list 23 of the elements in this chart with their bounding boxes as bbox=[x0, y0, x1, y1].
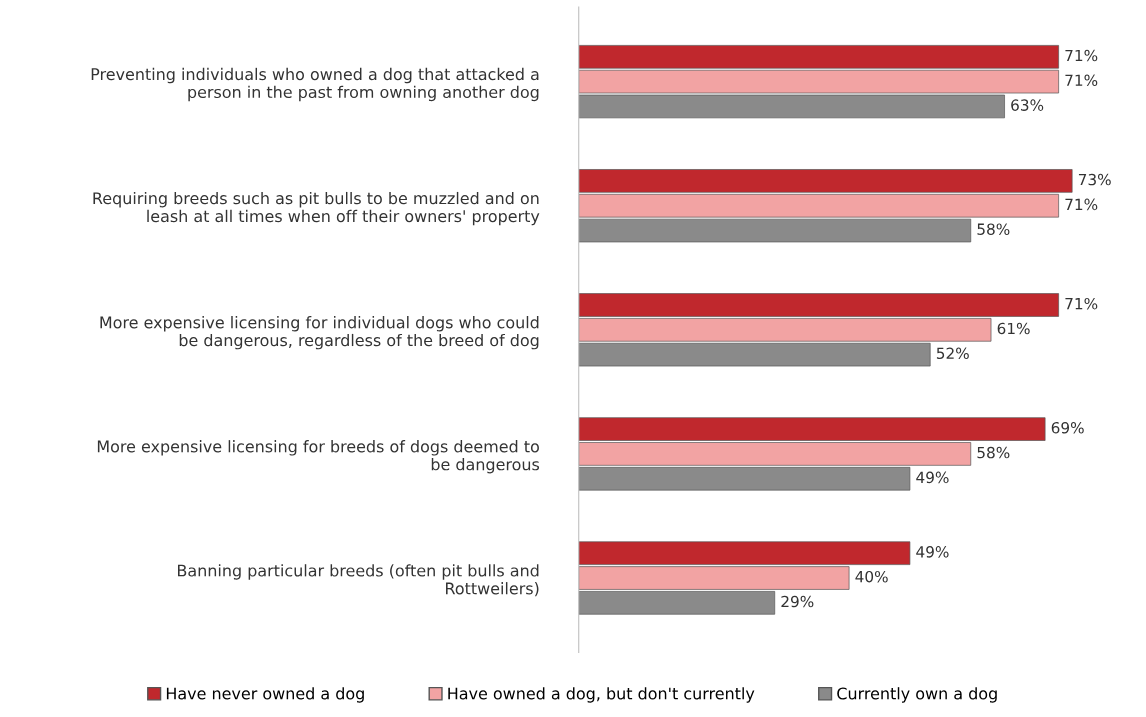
data-label: 49% bbox=[916, 546, 949, 558]
y-tick-label: Preventing individuals who owned a dog that attacked a person in the past from owning another dog bbox=[91, 67, 539, 102]
data-label: 49% bbox=[916, 471, 949, 484]
data-label: 69% bbox=[1051, 421, 1084, 434]
data-label: 63% bbox=[1011, 99, 1044, 111]
legend-label: Currently own a dog bbox=[837, 687, 997, 703]
data-label: 52% bbox=[936, 347, 969, 360]
data-label: 71% bbox=[1065, 74, 1098, 87]
data-label: 29% bbox=[781, 595, 814, 608]
y-tick-label: Banning particular breeds (often pit bulls and Rottweilers) bbox=[178, 564, 539, 597]
data-label: 61% bbox=[997, 322, 1030, 335]
data-label: 71% bbox=[1065, 49, 1098, 62]
legend-label: Have never owned a dog bbox=[166, 687, 364, 703]
data-label: 40% bbox=[855, 570, 888, 583]
data-label: 58% bbox=[977, 446, 1010, 459]
y-tick-label: More expensive licensing for breeds of dogs deemed to be dangerous bbox=[97, 440, 540, 474]
data-label: 71% bbox=[1065, 198, 1098, 211]
y-tick-label: More expensive licensing for individual dogs who could be dangerous, regardless of the breed of dog bbox=[100, 316, 539, 350]
legend-label: Have owned a dog, but don't currently bbox=[448, 687, 755, 703]
y-tick-label: Requiring breeds such as pit bulls to be muzzled and on leash at all times when off their owners' property bbox=[93, 191, 540, 226]
data-label: 71% bbox=[1065, 297, 1098, 310]
data-label: 58% bbox=[977, 223, 1010, 235]
data-label: 73% bbox=[1078, 173, 1111, 186]
